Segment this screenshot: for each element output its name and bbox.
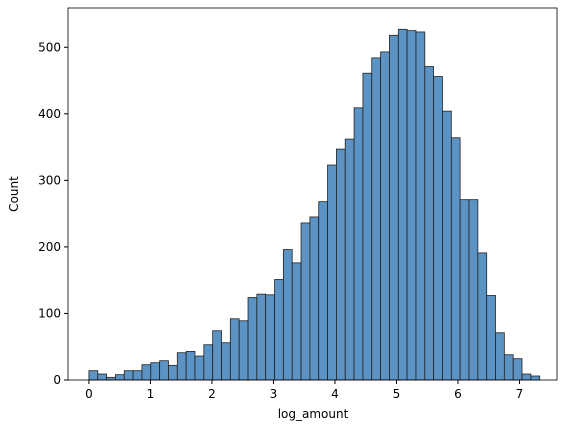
bar bbox=[344, 138, 355, 381]
x-tick-label: 5 bbox=[393, 387, 401, 401]
bar bbox=[521, 373, 532, 381]
bar bbox=[362, 72, 373, 381]
bar bbox=[309, 216, 320, 381]
bar bbox=[238, 320, 249, 381]
bar bbox=[256, 293, 267, 381]
x-tick-label: 6 bbox=[454, 387, 462, 401]
bar bbox=[185, 350, 196, 381]
bar bbox=[459, 199, 470, 381]
bar bbox=[389, 34, 399, 381]
bar bbox=[406, 30, 417, 381]
bar bbox=[371, 57, 381, 381]
bar bbox=[300, 222, 311, 381]
bar bbox=[265, 294, 275, 381]
y-tick-label: 400 bbox=[38, 107, 61, 121]
bar bbox=[336, 148, 346, 381]
bar bbox=[203, 344, 214, 381]
bar bbox=[274, 279, 284, 381]
y-tick-label: 100 bbox=[38, 306, 61, 320]
bar bbox=[433, 76, 443, 381]
x-tick-label: 2 bbox=[208, 387, 216, 401]
bar bbox=[442, 110, 452, 381]
bar bbox=[282, 249, 293, 381]
bar bbox=[512, 358, 523, 381]
bar bbox=[159, 360, 169, 381]
x-axis-label: log_amount bbox=[278, 407, 349, 421]
bar bbox=[503, 354, 514, 381]
bar bbox=[247, 297, 258, 381]
bar bbox=[327, 164, 337, 381]
bar bbox=[530, 375, 541, 381]
bar bbox=[88, 370, 99, 381]
y-tick-label: 300 bbox=[38, 173, 61, 187]
bar bbox=[397, 28, 408, 381]
bar bbox=[353, 107, 364, 381]
bar bbox=[194, 355, 205, 381]
x-tick-label: 4 bbox=[331, 387, 339, 401]
y-tick-label: 500 bbox=[38, 40, 61, 54]
bar bbox=[486, 295, 496, 381]
y-tick-label: 200 bbox=[38, 240, 61, 254]
bar bbox=[176, 352, 187, 381]
x-tick-label: 0 bbox=[85, 387, 93, 401]
bar bbox=[97, 373, 107, 381]
bar bbox=[380, 51, 390, 381]
bar bbox=[468, 199, 479, 381]
bar bbox=[123, 370, 134, 381]
bar bbox=[477, 252, 488, 381]
bar bbox=[450, 137, 461, 381]
bar bbox=[318, 201, 328, 381]
bar bbox=[229, 318, 240, 381]
bar bbox=[132, 370, 143, 381]
x-tick-label: 7 bbox=[516, 387, 524, 401]
y-axis-label: Count bbox=[7, 176, 21, 212]
y-tick-label: 0 bbox=[53, 373, 61, 387]
x-tick-label: 1 bbox=[147, 387, 155, 401]
bar bbox=[291, 262, 302, 381]
bar bbox=[415, 31, 426, 381]
x-tick-label: 3 bbox=[270, 387, 278, 401]
bar bbox=[495, 332, 505, 381]
bar bbox=[150, 362, 161, 381]
bar bbox=[424, 66, 435, 381]
bar bbox=[115, 374, 125, 381]
bar bbox=[168, 364, 178, 381]
plot-frame bbox=[67, 7, 558, 381]
bar bbox=[141, 364, 152, 381]
bar bbox=[212, 330, 222, 381]
bar bbox=[221, 342, 231, 381]
